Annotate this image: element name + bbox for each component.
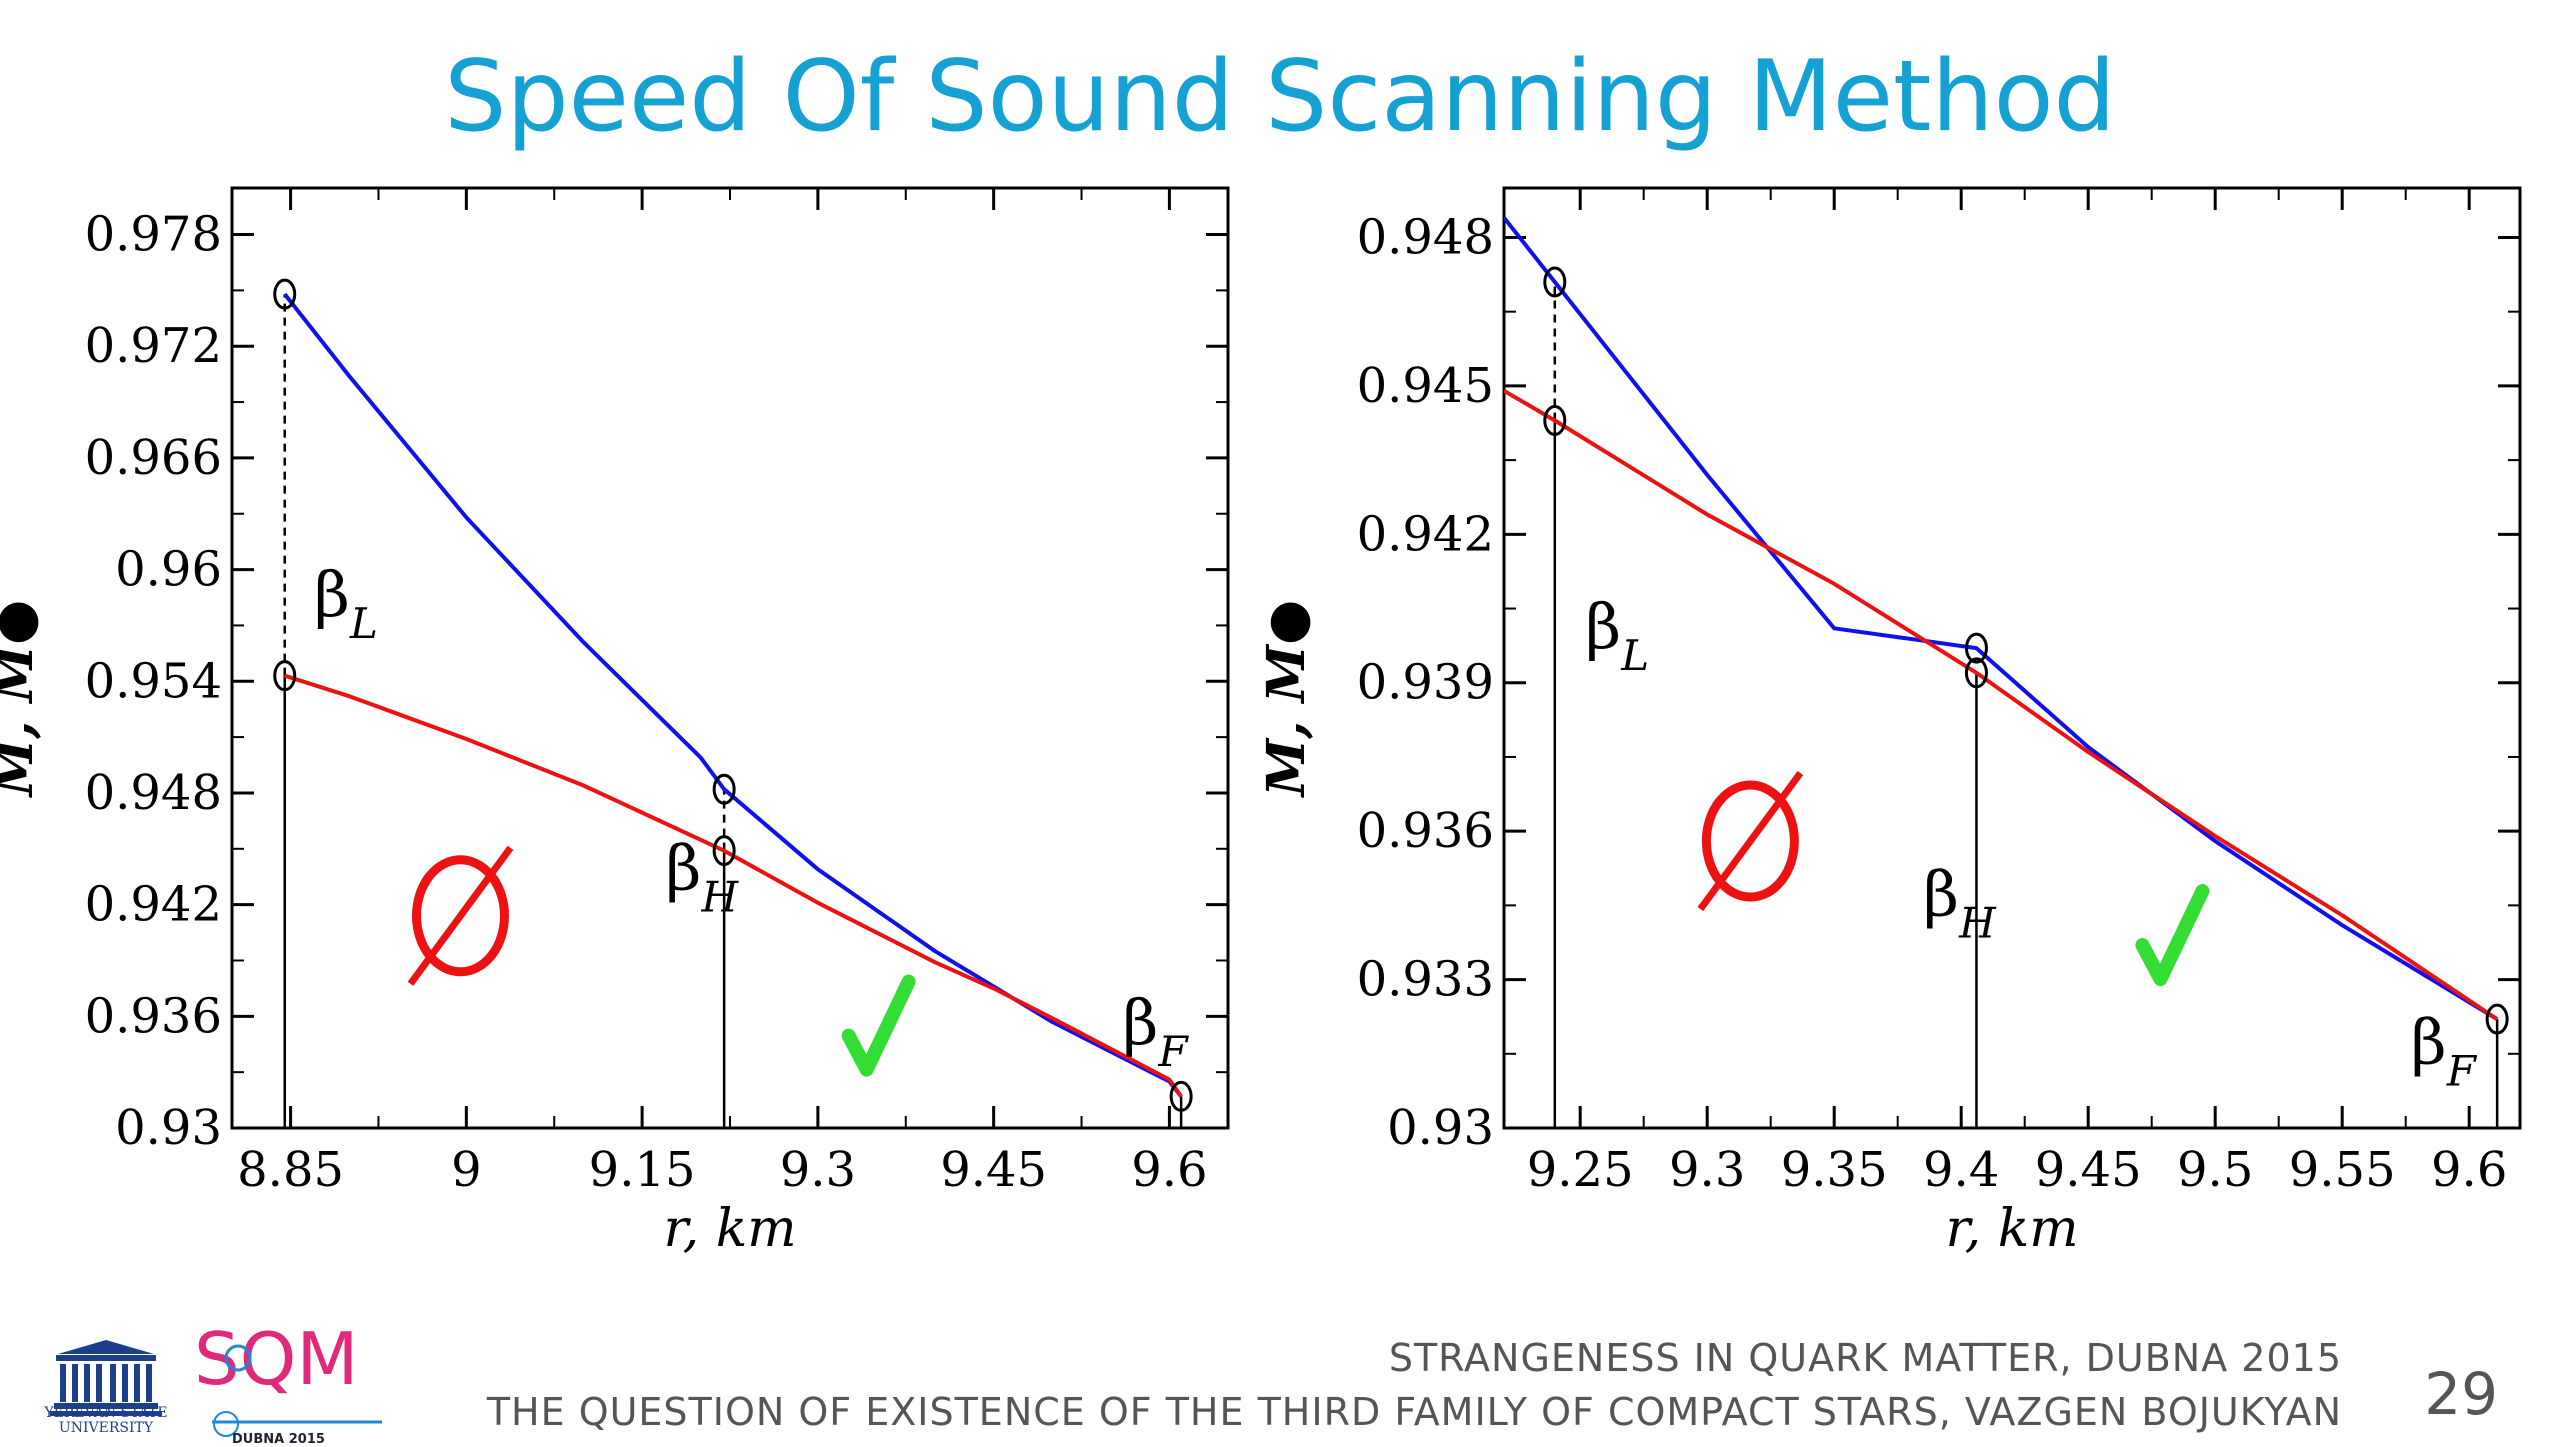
beta-label: β: [314, 558, 350, 631]
x-tick-label: 9.15: [589, 1142, 696, 1198]
x-axis-title: r, km: [663, 1199, 796, 1259]
slide-title: Speed Of Sound Scanning Method: [444, 40, 2116, 154]
empty-set-icon: [411, 855, 509, 977]
x-tick-label: 9.4: [1923, 1142, 1999, 1198]
x-tick-label: 9.45: [2035, 1142, 2142, 1198]
y-tick-label: 0.942: [85, 877, 222, 933]
page-number: 29: [2424, 1360, 2498, 1428]
y-tick-label: 0.936: [85, 988, 222, 1044]
marker-point: [712, 835, 736, 867]
y-tick-label: 0.942: [1357, 506, 1494, 562]
y-tick-label: 0.96: [115, 542, 222, 598]
x-tick-label: 9.6: [2431, 1142, 2507, 1198]
beta-subscript: F: [2446, 1047, 2478, 1096]
y-tick-label: 0.948: [85, 765, 222, 821]
footer-talk-title: THE QUESTION OF EXISTENCE OF THE THIRD F…: [486, 1390, 2342, 1434]
y-axis-title: M, M●: [1256, 600, 1317, 799]
series-line-blue: [283, 292, 1183, 1098]
y-axis-title: M, M●: [0, 600, 45, 799]
chart-right: 9.25 9.3 9.35 9.4 9.45 9.5 9.55 9.6 0.93 0.933 0.9…: [1256, 186, 2522, 1259]
x-tick-label: 9.25: [1527, 1142, 1634, 1198]
marker-point: [2485, 1003, 2509, 1035]
y-tick-label: 0.954: [85, 653, 222, 709]
beta-label: β: [2411, 1006, 2447, 1079]
marker-point: [712, 773, 736, 805]
y-tick-label: 0.939: [1357, 655, 1494, 711]
ysu-logo-text-1: YEREVAN STATE: [44, 1405, 168, 1421]
y-tick-label: 0.93: [115, 1100, 222, 1156]
x-axis-title: r, km: [1945, 1199, 2078, 1259]
sqm-logo: SQM: [194, 1318, 382, 1437]
marker-point: [1964, 632, 1988, 664]
beta-subscript: F: [1158, 1027, 1190, 1076]
ysu-logo: [50, 1340, 162, 1416]
sqm-logo-word: SQM: [194, 1318, 359, 1401]
empty-set-slash: [407, 845, 514, 986]
y-tick-label: 0.933: [1357, 952, 1494, 1008]
chart-left: 8.85 9 9.15 9.3 9.45 9.6 0.93 0.936 0.942 0.948 0.…: [0, 186, 1230, 1259]
series-line-blue: [1504, 216, 2499, 1021]
charts-canvas: 8.85 9 9.15 9.3 9.45 9.6 0.93 0.936 0.942 0.948 0.…: [0, 186, 2522, 1259]
beta-subscript: H: [1958, 898, 1997, 947]
beta-label: β: [1923, 857, 1959, 930]
marker-point: [1543, 266, 1567, 298]
beta-label: β: [1585, 590, 1621, 663]
x-tick-label: 8.85: [237, 1142, 344, 1198]
x-tick-label: 9.45: [940, 1142, 1047, 1198]
plot-frame: [1502, 186, 2522, 1130]
x-tick-label: 9.55: [2289, 1142, 2396, 1198]
check-icon: [841, 974, 916, 1077]
footer-conference: STRANGENESS IN QUARK MATTER, DUBNA 2015: [1388, 1336, 2342, 1380]
x-tick-label: 9.3: [780, 1142, 856, 1198]
x-tick-label: 9.6: [1131, 1142, 1207, 1198]
y-tick-label: 0.936: [1357, 803, 1494, 859]
check-icon: [2135, 884, 2210, 987]
x-tick-label: 9.5: [2177, 1142, 2253, 1198]
series-line-red: [284, 673, 1183, 1098]
empty-set-icon: [1701, 780, 1799, 902]
x-tick-label: 9.35: [1781, 1142, 1888, 1198]
ysu-logo-text-2: UNIVERSITY: [58, 1420, 154, 1436]
y-tick-label: 0.948: [1357, 209, 1494, 265]
marker-point: [273, 278, 297, 310]
y-tick-label: 0.972: [85, 318, 222, 374]
beta-label: β: [666, 832, 702, 905]
series-line-red: [1504, 389, 2499, 1021]
y-tick-label: 0.966: [85, 430, 222, 486]
beta-subscript: H: [701, 873, 740, 922]
x-tick-label: 9.3: [1669, 1142, 1745, 1198]
x-tick-label: 9: [451, 1142, 482, 1198]
beta-subscript: L: [1620, 631, 1649, 680]
marker-point: [1169, 1080, 1193, 1112]
empty-set-slash: [1697, 770, 1804, 912]
plot-frame: [230, 186, 1230, 1130]
y-tick-label: 0.978: [85, 207, 222, 263]
y-tick-label: 0.945: [1357, 358, 1494, 414]
y-tick-label: 0.93: [1387, 1100, 1494, 1156]
beta-label: β: [1123, 986, 1159, 1059]
marker-point: [1964, 657, 1988, 689]
beta-subscript: L: [349, 599, 378, 648]
marker-point: [273, 660, 297, 692]
marker-point: [1543, 405, 1567, 437]
